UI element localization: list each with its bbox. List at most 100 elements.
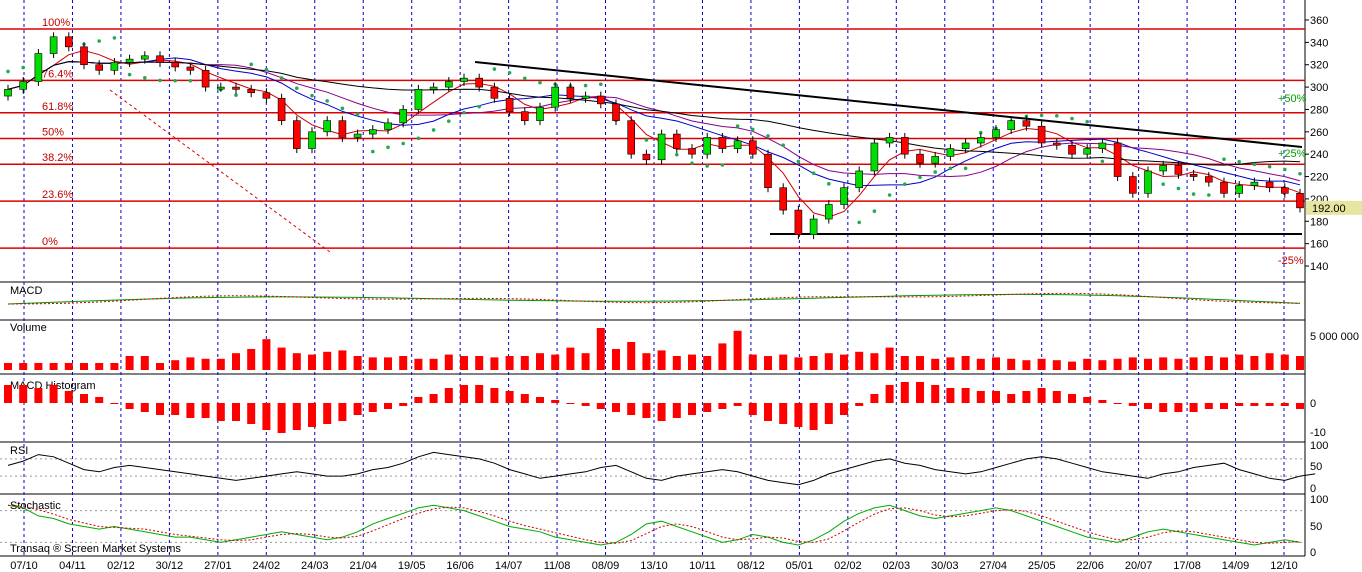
price-tick-label: 140 [1310, 261, 1328, 273]
date-tick-label: 24/02 [253, 560, 281, 572]
candle-body [946, 148, 955, 157]
sar-dot [583, 83, 588, 88]
fib-label: 38.2% [42, 152, 73, 164]
sar-dot [827, 182, 831, 186]
candle-body [1083, 148, 1091, 155]
candle-body [323, 120, 332, 133]
candle-body [566, 86, 575, 99]
sar-dot [1055, 113, 1059, 118]
date-tick-label: 13/10 [640, 560, 668, 572]
price-tick-label: 320 [1310, 60, 1328, 72]
sar-dot [1222, 157, 1226, 162]
sar-dot [97, 39, 101, 43]
sar-dot [1176, 186, 1181, 191]
volume-bar [444, 354, 453, 370]
volume-bar [642, 353, 651, 370]
histogram-bar [323, 403, 332, 424]
price-axis: 140160180200220240260280300320340360192.… [1305, 15, 1362, 273]
histogram-bar [171, 403, 180, 415]
volume-bar [809, 356, 818, 370]
histogram-bar [232, 403, 240, 421]
histogram-bar [1098, 400, 1107, 403]
date-tick-label: 08/12 [737, 560, 765, 572]
histogram-bar [277, 403, 286, 433]
volume-bar [718, 343, 727, 370]
volume-bar [201, 358, 210, 370]
histogram-bar [64, 391, 73, 403]
histogram-bar [855, 403, 864, 406]
candle-body [642, 153, 651, 161]
histogram-bar [475, 385, 484, 403]
histogram-bar [80, 394, 88, 403]
moving-average-line [7, 57, 1301, 187]
histogram-bar [764, 403, 772, 421]
histogram-bar [1068, 394, 1076, 403]
volume-bar [612, 349, 620, 370]
histogram-bar [156, 403, 164, 415]
moving-average-line [7, 61, 1301, 182]
date-tick-label: 14/07 [495, 560, 523, 572]
volume-bar [64, 363, 73, 370]
sar-dot [447, 119, 451, 123]
histogram-bar [1007, 394, 1016, 403]
sar-dot [644, 138, 649, 142]
volume-bar [1220, 357, 1228, 370]
volume-bar [1128, 357, 1137, 370]
candle-body [4, 89, 12, 97]
volume-bar [34, 363, 43, 370]
histogram-bar [961, 388, 970, 403]
histogram-bar [642, 403, 651, 418]
histogram-bar [140, 403, 149, 412]
histogram-bar [1250, 403, 1259, 406]
candle-body [80, 46, 88, 66]
candle-body [368, 129, 377, 135]
histogram-bar [551, 400, 560, 403]
date-tick-label: 17/08 [1173, 560, 1201, 572]
panel-tick-label: 50 [1310, 461, 1322, 473]
volume-bar [414, 358, 423, 370]
candle-body [110, 62, 119, 71]
volume-bar [353, 356, 362, 370]
sar-dot [933, 170, 937, 174]
histogram-bar [946, 388, 955, 403]
trend-lines [109, 61, 1303, 253]
sar-dot [112, 36, 117, 40]
sar-dot [538, 80, 542, 85]
price-tick-label: 300 [1310, 82, 1328, 94]
candle-body [277, 97, 286, 121]
candle-body [718, 137, 727, 149]
volume-bar [95, 363, 104, 370]
candle-body [1007, 120, 1016, 130]
candle-body [1053, 142, 1061, 146]
fib-label: 50% [42, 127, 64, 139]
histogram-bar [992, 391, 1000, 403]
volume-bar [733, 330, 742, 370]
histogram-bar [733, 403, 742, 406]
volume-bar [429, 358, 438, 370]
panel-tick-label: 50 [1310, 521, 1322, 533]
histogram-bar [505, 391, 514, 403]
sar-dot [234, 93, 238, 97]
histogram-bar [840, 403, 848, 415]
histogram-bar [596, 403, 605, 409]
volume-bar [1007, 358, 1016, 370]
volume-bar [1068, 361, 1076, 370]
histogram-bar [688, 403, 696, 415]
price-tick-label: 260 [1310, 127, 1328, 139]
volume-bar [627, 342, 636, 370]
volume-bar [870, 353, 879, 370]
histogram-bar [779, 403, 788, 424]
price-tick-label: 220 [1310, 172, 1328, 184]
candle-body [414, 89, 423, 110]
sar-dot [325, 99, 330, 103]
macd-signal-line [7, 292, 1301, 305]
sar-dot [310, 93, 314, 98]
histogram-bar [612, 403, 620, 412]
volume-bar [384, 357, 392, 370]
sar-dot [249, 62, 253, 67]
histogram-bar [824, 403, 833, 424]
candle-body [292, 120, 301, 149]
histogram-bar [186, 403, 195, 418]
sar-dot [735, 124, 740, 128]
